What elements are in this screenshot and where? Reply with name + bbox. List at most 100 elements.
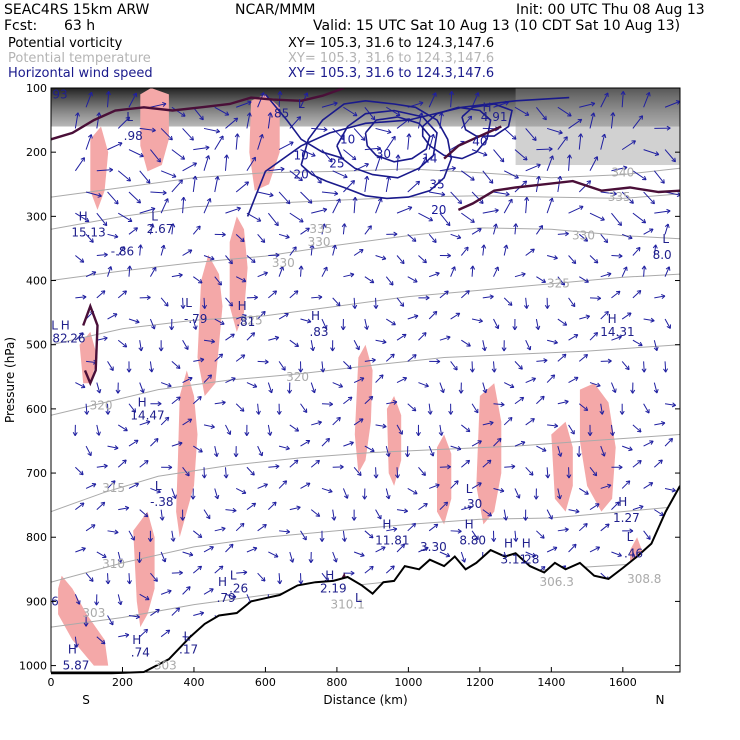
wind-vector-shaft — [460, 115, 472, 129]
hl-label-34: H — [504, 537, 513, 551]
wind-vector-head — [457, 199, 463, 205]
wind-vector-shaft — [182, 128, 194, 141]
wind-vector-shaft — [139, 509, 149, 518]
wind-vector-head — [590, 101, 596, 107]
wind-vector-145 — [181, 196, 186, 214]
wind-vector-shaft — [471, 482, 482, 489]
theta-label-15: 306.3 — [540, 575, 574, 589]
wind-vector-shaft — [525, 128, 537, 141]
wind-vector-shaft — [128, 615, 140, 618]
theta-label-1: 303 — [154, 659, 177, 673]
wind-vector-shaft — [225, 117, 238, 129]
wind-vector-head — [557, 452, 563, 457]
wind-vector-shaft — [225, 593, 237, 598]
wind-vector-head — [649, 228, 654, 233]
wind-vector-shaft — [664, 403, 676, 406]
wind-vector-head — [135, 614, 140, 620]
wind-vector-shaft — [311, 127, 328, 131]
wind-vector-80 — [600, 133, 607, 150]
wind-vector-shaft — [171, 530, 175, 542]
wind-vector-head — [79, 470, 84, 476]
wind-vector-head — [432, 238, 437, 244]
wind-vector-584 — [600, 523, 610, 532]
wind-vector-700 — [73, 636, 79, 648]
wind-vector-104 — [504, 170, 519, 179]
wind-vector-shaft — [235, 133, 239, 150]
hl-label-36: H — [522, 537, 531, 551]
wind-vector-head — [446, 253, 451, 259]
wind-vector-536 — [159, 509, 165, 521]
wind-vector-head — [444, 290, 449, 295]
wind-vector-160 — [503, 198, 513, 214]
wind-vector-606 — [460, 551, 467, 563]
wind-vector-shaft — [471, 92, 479, 108]
wind-vector-646 — [117, 594, 123, 606]
wind-vector-530 — [643, 482, 654, 489]
wind-vector-594 — [203, 546, 214, 553]
wind-vector-head — [393, 231, 398, 237]
wind-vector-121 — [278, 191, 291, 205]
wind-vector-144 — [160, 198, 169, 214]
wind-vector-head — [318, 294, 323, 300]
wind-vector-424 — [160, 416, 170, 426]
wind-vector-481 — [182, 466, 190, 477]
wind-vector-head — [100, 501, 106, 507]
wind-vector-head — [279, 266, 285, 271]
wind-vector-52 — [589, 112, 596, 129]
wind-vector-head — [315, 512, 321, 517]
wind-vector-377 — [353, 377, 365, 384]
wind-vector-130 — [471, 191, 484, 204]
wind-vector-shaft — [214, 106, 229, 116]
wind-vector-shaft — [85, 233, 94, 243]
wind-vector-388 — [589, 382, 601, 388]
wind-vector-400 — [255, 403, 261, 415]
wind-vector-shaft — [493, 487, 505, 492]
wind-vector-head — [671, 157, 676, 163]
wind-vector-shaft — [664, 100, 680, 108]
wind-vector-shaft — [600, 133, 606, 150]
wind-vector-head — [500, 402, 505, 407]
wind-vector-171 — [149, 223, 155, 235]
wind-vector-shaft — [418, 547, 429, 553]
wind-vector-shaft — [203, 155, 210, 171]
wind-vector-head — [276, 410, 282, 415]
wind-vector-head — [322, 324, 328, 330]
wind-vector-head — [554, 423, 559, 429]
wind-vector-249 — [621, 266, 628, 277]
wind-vector-shaft — [632, 505, 644, 511]
wind-vector-shaft — [278, 266, 284, 277]
wind-vector-shaft — [375, 374, 384, 383]
wind-vector-head — [89, 577, 94, 582]
wind-vector-head — [311, 152, 316, 157]
wind-vector-393 — [105, 403, 111, 415]
wind-vector-head — [127, 217, 133, 222]
wind-vector-221 — [611, 253, 623, 259]
wind-vector-369 — [182, 376, 193, 384]
wind-vector-175 — [235, 233, 245, 243]
field-wind-name: Horizontal wind speed — [8, 66, 153, 81]
wind-vector-173 — [192, 225, 201, 235]
wind-vector-270 — [461, 290, 470, 299]
hl-label-32: H — [465, 517, 474, 531]
hl-label-50: .93 — [49, 87, 68, 101]
wind-vector-473 — [621, 445, 633, 452]
wind-vector-head — [449, 91, 455, 96]
wind-vector-head — [122, 343, 128, 348]
x-tick-label: 1000 — [394, 676, 422, 689]
wind-vector-shaft — [107, 266, 112, 277]
wind-vector-112 — [85, 191, 102, 198]
wind-vector-324 — [418, 332, 427, 341]
wind-vector-322 — [375, 339, 387, 345]
wind-vector-521 — [450, 480, 459, 489]
wind-vector-598 — [289, 551, 295, 563]
wind-vector-head — [267, 431, 273, 436]
wind-vector-shaft — [96, 212, 108, 226]
wind-vector-shaft — [632, 212, 646, 224]
wind-vector-head — [188, 551, 194, 557]
wind-vector-shaft — [150, 438, 159, 447]
wind-vector-shaft — [203, 509, 211, 520]
wind-vector-head — [147, 537, 153, 542]
wind-vector-shaft — [664, 266, 670, 277]
wind-vector-shaft — [375, 546, 386, 553]
wind-vector-518 — [385, 488, 391, 500]
